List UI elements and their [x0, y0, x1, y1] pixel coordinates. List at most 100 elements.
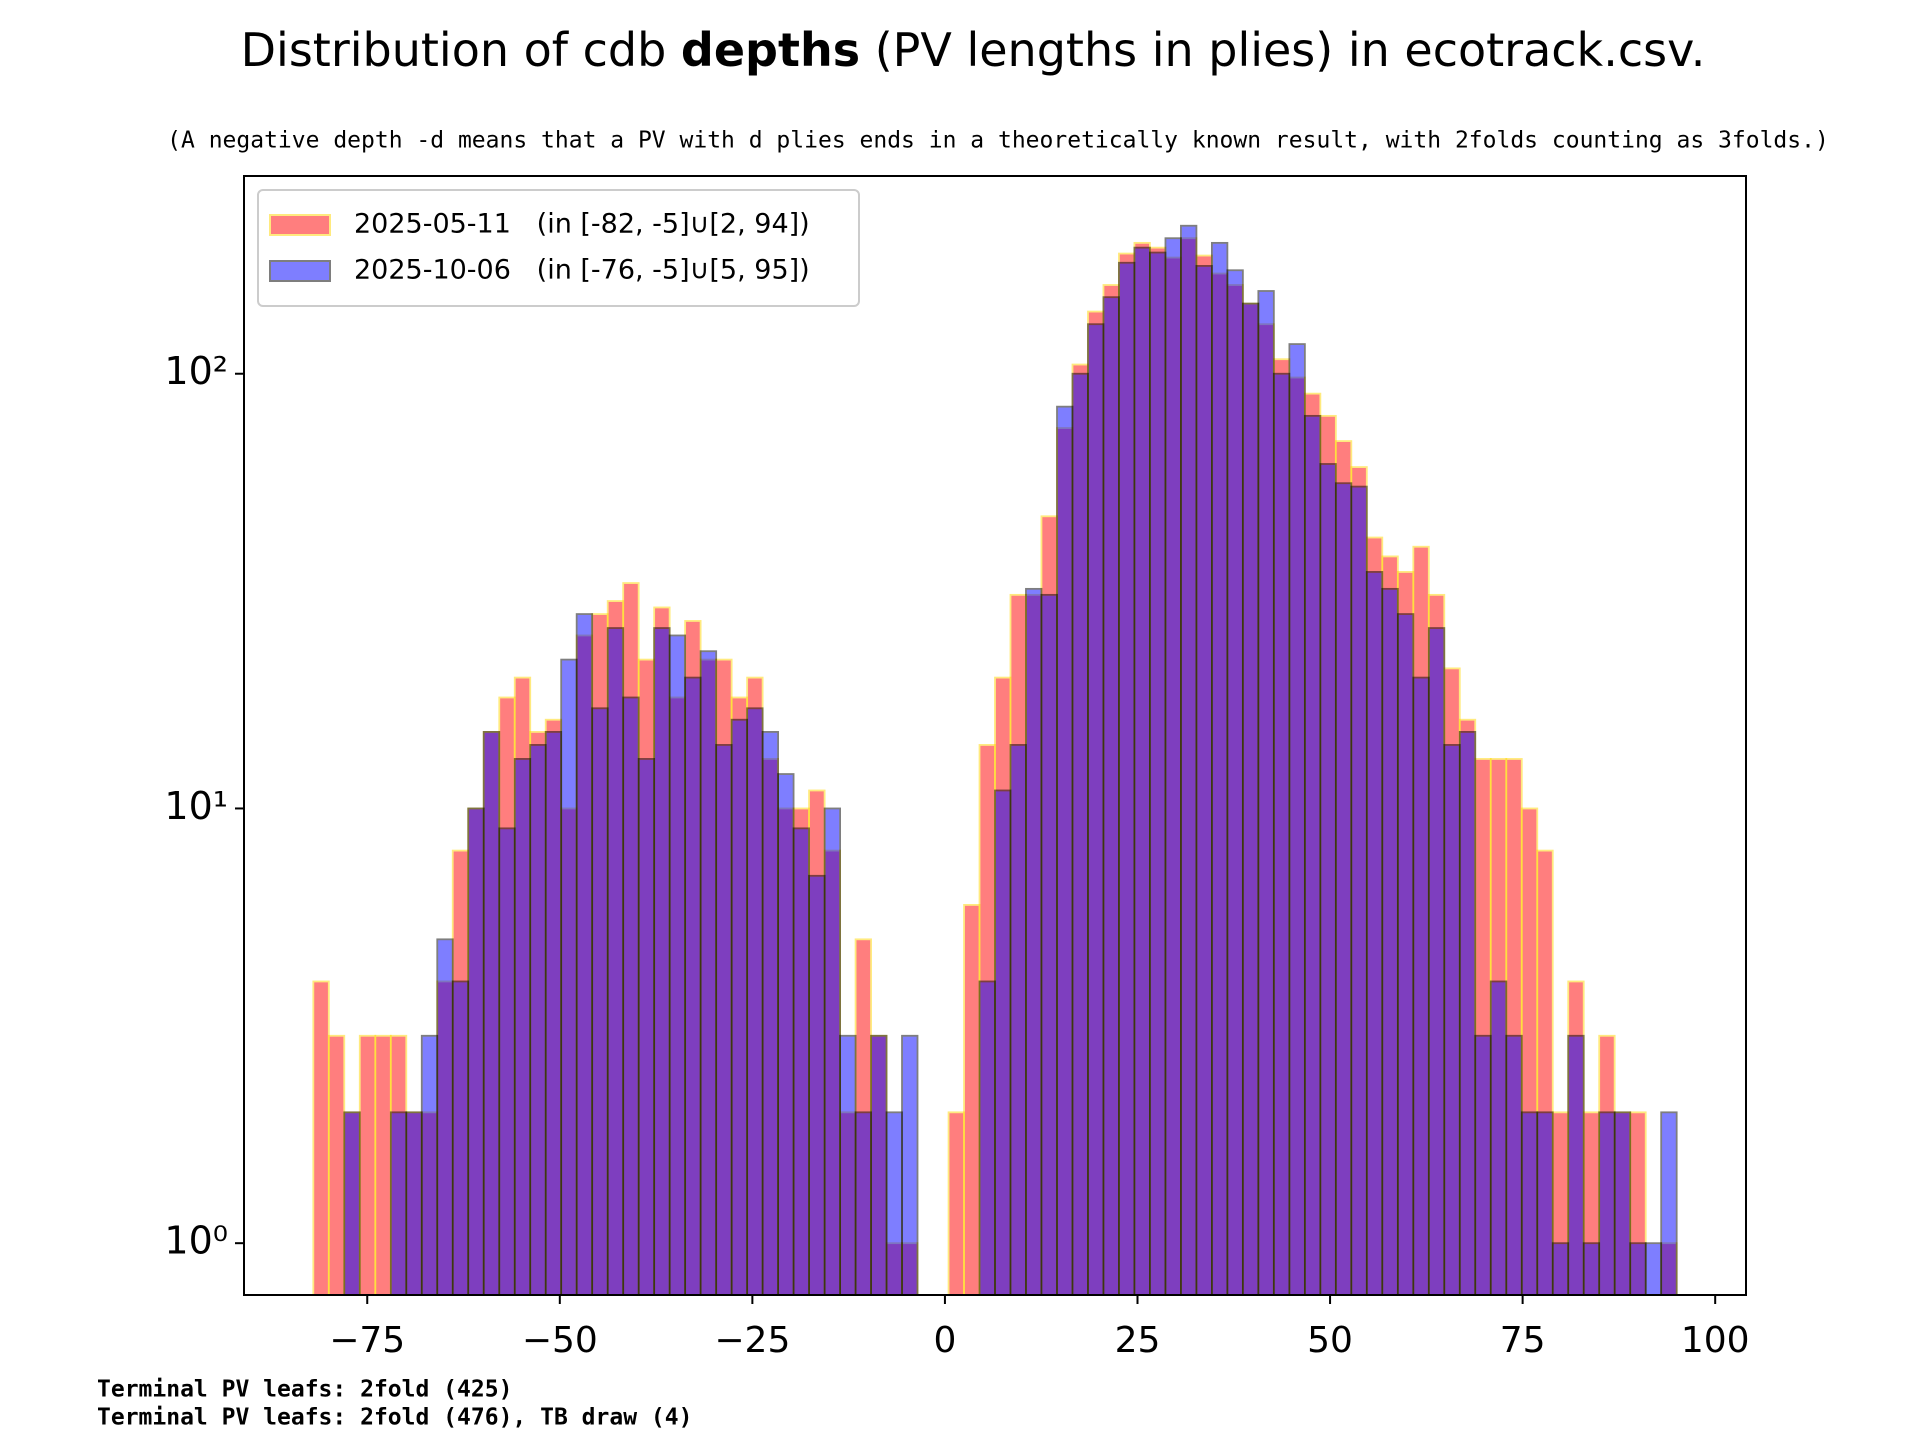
histogram-bar	[1257, 290, 1275, 1296]
histogram-bar	[1164, 237, 1182, 1296]
annotation: Terminal PV leafs: 2fold (425)	[97, 1377, 512, 1403]
x-tick-label: 25	[1115, 1320, 1161, 1361]
histogram-bar	[312, 980, 330, 1296]
x-tick-label: 100	[1681, 1320, 1750, 1361]
title-bold: depths	[681, 23, 860, 77]
histogram-bar	[1195, 265, 1213, 1296]
histogram-bar	[1102, 296, 1120, 1296]
histogram-bar	[1025, 587, 1043, 1296]
histogram-bar	[947, 1111, 965, 1296]
histogram-bar	[761, 731, 779, 1296]
histogram-bar	[343, 1111, 361, 1296]
histogram-bar	[327, 1034, 346, 1296]
histogram-bar	[1427, 627, 1446, 1296]
histogram-bar	[389, 1111, 408, 1296]
histogram-bar	[1040, 593, 1058, 1296]
histogram-bar	[637, 758, 656, 1296]
histogram-bar	[467, 807, 485, 1296]
histogram-bar	[1505, 1034, 1523, 1296]
histogram-bar	[715, 744, 733, 1296]
histogram-bar	[1629, 1242, 1647, 1296]
histogram-bar	[575, 613, 594, 1296]
axes-frame	[243, 175, 1747, 1296]
histogram-bar	[1381, 587, 1399, 1296]
histogram-bar	[606, 627, 625, 1296]
x-tick-label: 75	[1500, 1320, 1546, 1361]
histogram-bar	[622, 696, 640, 1296]
histogram-bar	[1133, 246, 1151, 1296]
histogram-bar	[591, 707, 609, 1296]
histogram-bar	[1211, 241, 1229, 1296]
histogram-bar	[374, 1034, 392, 1296]
legend: 2025-05-11 (in [-82, -5]∪[2, 94]) 2025-10…	[257, 189, 860, 307]
histogram-bar	[792, 827, 810, 1296]
histogram-bar	[529, 744, 547, 1296]
histogram-bar	[1241, 302, 1260, 1296]
y-tick-label: 10⁰	[164, 1219, 228, 1263]
histogram-bar	[1660, 1111, 1678, 1296]
histogram-bar	[1567, 1034, 1585, 1296]
histogram-bar	[1489, 980, 1508, 1296]
annotation: Terminal PV leafs: 2fold (476), TB draw …	[97, 1405, 692, 1431]
histogram-bar	[1613, 1111, 1632, 1296]
histogram-bar	[823, 807, 842, 1296]
histogram-bar	[1396, 613, 1415, 1296]
histogram-bar	[1009, 744, 1027, 1296]
histogram-bar	[560, 658, 578, 1296]
histogram-bar	[544, 731, 563, 1296]
x-tick-label: 0	[933, 1320, 956, 1361]
title-part: Distribution of cdb	[241, 23, 681, 77]
histogram-bar	[1303, 414, 1322, 1296]
histogram-bar	[1644, 1242, 1663, 1296]
histogram-bar	[1071, 372, 1089, 1296]
histogram-bar	[854, 1111, 872, 1296]
histogram-bar	[1582, 1242, 1601, 1296]
x-tick-label: −50	[522, 1320, 598, 1361]
legend-swatch	[269, 214, 331, 236]
histogram-bar	[420, 1034, 439, 1296]
histogram-bar	[684, 676, 702, 1296]
chart-subtitle: (A negative depth -d means that a PV wit…	[167, 128, 1829, 154]
histogram-bar	[1536, 1111, 1554, 1296]
histogram-bar	[808, 874, 826, 1296]
histogram-bar	[885, 1111, 903, 1296]
x-tick-label: −25	[714, 1320, 790, 1361]
histogram-bar	[1288, 343, 1306, 1296]
histogram-bar	[1458, 731, 1477, 1296]
histogram-bar	[405, 1111, 423, 1296]
y-tick-label: 10²	[164, 349, 228, 393]
legend-swatch	[269, 260, 331, 282]
histogram-bar	[1350, 485, 1368, 1296]
histogram-bar	[1226, 269, 1244, 1296]
histogram-bar	[839, 1034, 857, 1296]
histogram-bar	[730, 718, 749, 1296]
x-tick-label: 50	[1307, 1320, 1353, 1361]
histogram-bar	[994, 789, 1012, 1296]
histogram-bar	[978, 980, 996, 1296]
histogram-bar	[1148, 251, 1167, 1296]
histogram-bar	[1087, 323, 1105, 1296]
y-tick-label: 10¹	[164, 784, 228, 828]
histogram-bar	[1520, 1111, 1539, 1296]
legend-label: 2025-05-11 (in [-82, -5]∪[2, 94])	[354, 209, 810, 240]
histogram-bar	[1474, 1034, 1492, 1296]
histogram-bar	[1319, 463, 1337, 1296]
legend-box	[257, 189, 860, 307]
histogram-bar	[963, 904, 981, 1296]
histogram-bar	[653, 627, 671, 1296]
histogram-bar	[699, 650, 718, 1296]
histogram-bar	[436, 938, 454, 1296]
histogram-bar	[746, 707, 764, 1296]
histogram-bar	[668, 634, 687, 1296]
histogram-bar	[498, 827, 516, 1296]
histogram-bar	[1598, 1111, 1616, 1296]
histogram-bar	[482, 731, 501, 1296]
histogram-bar	[1272, 372, 1291, 1296]
histogram-bar	[513, 758, 532, 1296]
histogram-bar	[901, 1034, 919, 1296]
histogram-bar	[1412, 676, 1430, 1296]
legend-label: 2025-10-06 (in [-76, -5]∪[5, 95])	[354, 255, 810, 286]
chart-title: Distribution of cdb depths (PV lengths i…	[241, 23, 1706, 77]
